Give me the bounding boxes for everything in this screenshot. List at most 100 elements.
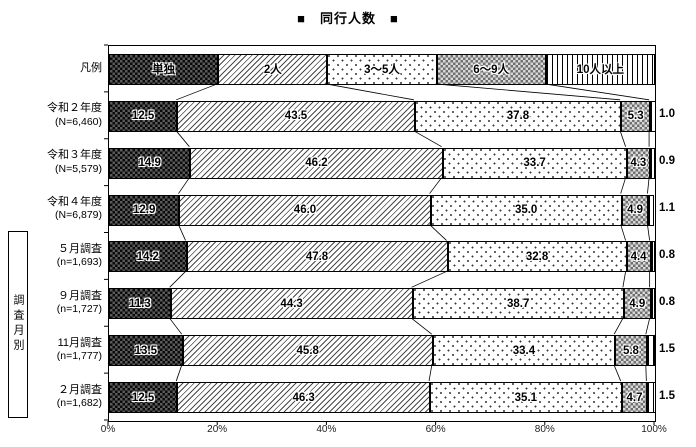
bar-segment	[646, 335, 655, 367]
row-sublabel: (n=1,693)	[56, 256, 102, 269]
row-label-main: 令和２年度	[47, 102, 102, 115]
outside-value-label: 1.0	[659, 108, 675, 121]
bar-segment: 12.9	[109, 194, 180, 226]
outside-value-label: 1.1	[659, 202, 675, 215]
bar-segment: 33.7	[442, 147, 627, 179]
segment-value-label: 43.5	[284, 110, 308, 123]
bar-segment: 38.7	[412, 288, 624, 320]
row-label-main: ９月調査	[58, 289, 102, 302]
outside-value-label: 1.5	[659, 389, 675, 402]
bar-segment: 4.7	[621, 382, 648, 414]
plot-area: 単独 2人 3～5人 6～9人 10人以上 12.5 43.5 37.8 5.3 14.9 46.2…	[108, 45, 656, 422]
bar-row: 14.9 46.2 33.7 4.3	[109, 147, 655, 179]
bar-segment: 4.4	[626, 241, 651, 273]
bar-segment: 46.2	[190, 147, 443, 179]
chart-title: ■ 同行人数 ■	[297, 11, 399, 26]
bar-segment: 35.0	[430, 194, 622, 226]
segment-value-label: 12.5	[131, 110, 155, 123]
segment-value-label: 47.8	[305, 250, 329, 263]
row-label: ５月調査 (n=1,693)	[0, 236, 102, 275]
bar-segment: 47.8	[186, 241, 448, 273]
row-label-main: ５月調査	[58, 242, 102, 255]
legend-segment: 10人以上	[545, 53, 655, 85]
bar-row: 11.3 44.3 38.7 4.9	[109, 288, 655, 320]
bar-segment: 13.5	[109, 335, 183, 367]
legend-row: 単独 2人 3～5人 6～9人 10人以上	[109, 53, 655, 85]
bar-segment: 37.8	[414, 100, 622, 132]
bar-segment	[648, 194, 655, 226]
x-axis-tick-label: 40%	[316, 424, 337, 435]
segment-value-label: 14.2	[136, 250, 159, 263]
bar-segment	[647, 382, 656, 414]
segment-value-label: 46.2	[305, 157, 328, 170]
segment-value-label: 4.3	[630, 157, 647, 170]
row-sublabel: (N=5,579)	[55, 162, 102, 175]
bar-segment: 14.2	[109, 241, 187, 273]
row-label: 令和２年度 (N=6,460)	[0, 96, 102, 135]
row-label: ２月調査 (n=1,682)	[0, 377, 102, 416]
x-axis-tick-label: 60%	[425, 424, 446, 435]
row-label: 令和４年度 (N=6,879)	[0, 190, 102, 229]
outside-value-label: 0.9	[659, 155, 675, 168]
row-label: ９月調査 (n=1,727)	[0, 283, 102, 322]
segment-value-label: 13.5	[134, 344, 158, 357]
legend-segment: 単独	[109, 53, 219, 85]
segment-value-label: 44.3	[280, 297, 303, 310]
bar-segment: 43.5	[177, 100, 415, 132]
segment-value-label: 4.9	[629, 297, 646, 310]
legend-row-label-text: 凡例	[80, 62, 102, 75]
segment-value-label: 32.8	[525, 250, 549, 263]
row-sublabel: (N=6,460)	[55, 115, 102, 128]
row-label-main: ２月調査	[58, 383, 102, 396]
group-label: 調査月別	[12, 294, 24, 355]
segment-value-label: 33.4	[512, 344, 536, 357]
segment-value-label: 33.7	[523, 157, 546, 170]
row-sublabel: (n=1,777)	[56, 350, 102, 363]
bar-segment: 35.1	[430, 382, 622, 414]
bar-row: 12.5 46.3 35.1 4.7	[109, 382, 656, 414]
bar-segment: 32.8	[447, 241, 627, 273]
bar-segment: 14.9	[109, 147, 191, 179]
segment-value-label: 35.0	[514, 204, 538, 217]
bar-row: 12.5 43.5 37.8 5.3	[109, 100, 656, 132]
bar-row: 14.2 47.8 32.8 4.4	[109, 241, 655, 273]
bar-segment: 4.9	[621, 194, 649, 226]
legend-segment: 3～5人	[327, 53, 437, 85]
row-label: 11月調査 (n=1,777)	[0, 330, 102, 369]
row-label-main: 令和３年度	[47, 149, 102, 162]
x-axis-tick-label: 0%	[100, 424, 116, 435]
bar-segment: 44.3	[170, 288, 413, 320]
legend-item-label: 3～5人	[364, 64, 400, 77]
bar-segment: 4.9	[623, 288, 651, 320]
x-axis-tick-label: 80%	[534, 424, 555, 435]
bar-segment	[650, 288, 655, 320]
segment-value-label: 37.8	[506, 110, 530, 123]
segment-value-label: 12.9	[133, 204, 156, 217]
segment-value-label: 12.5	[131, 391, 155, 404]
legend-item-label: 6～9人	[473, 64, 510, 77]
bar-segment	[650, 241, 655, 273]
row-label: 令和３年度 (N=5,579)	[0, 143, 102, 182]
bar-segment: 4.3	[626, 147, 651, 179]
segment-value-label: 46.0	[293, 204, 317, 217]
legend-item-label: 10人以上	[576, 64, 625, 77]
row-sublabel: (n=1,682)	[56, 396, 102, 409]
bar-segment: 33.4	[432, 335, 616, 367]
bar-row: 13.5 45.8 33.4 5.8	[109, 335, 655, 367]
x-axis-tick-label: 100%	[641, 424, 667, 435]
segment-value-label: 4.7	[626, 391, 643, 404]
bar-segment: 11.3	[109, 288, 171, 320]
outside-value-label: 0.8	[659, 295, 675, 308]
row-sublabel: (N=6,879)	[55, 209, 102, 222]
segment-value-label: 38.7	[507, 297, 530, 310]
segment-value-label: 46.3	[292, 391, 315, 404]
segment-value-label: 11.3	[128, 297, 151, 310]
bar-segment: 46.3	[177, 382, 431, 414]
x-axis-tick-label: 20%	[207, 424, 228, 435]
bar-segment: 45.8	[182, 335, 433, 367]
survey-month-group-box: 調査月別	[8, 230, 28, 418]
bar-row: 12.9 46.0 35.0 4.9	[109, 194, 655, 226]
outside-value-label: 1.5	[659, 342, 675, 355]
row-label-main: 11月調査	[57, 336, 102, 349]
